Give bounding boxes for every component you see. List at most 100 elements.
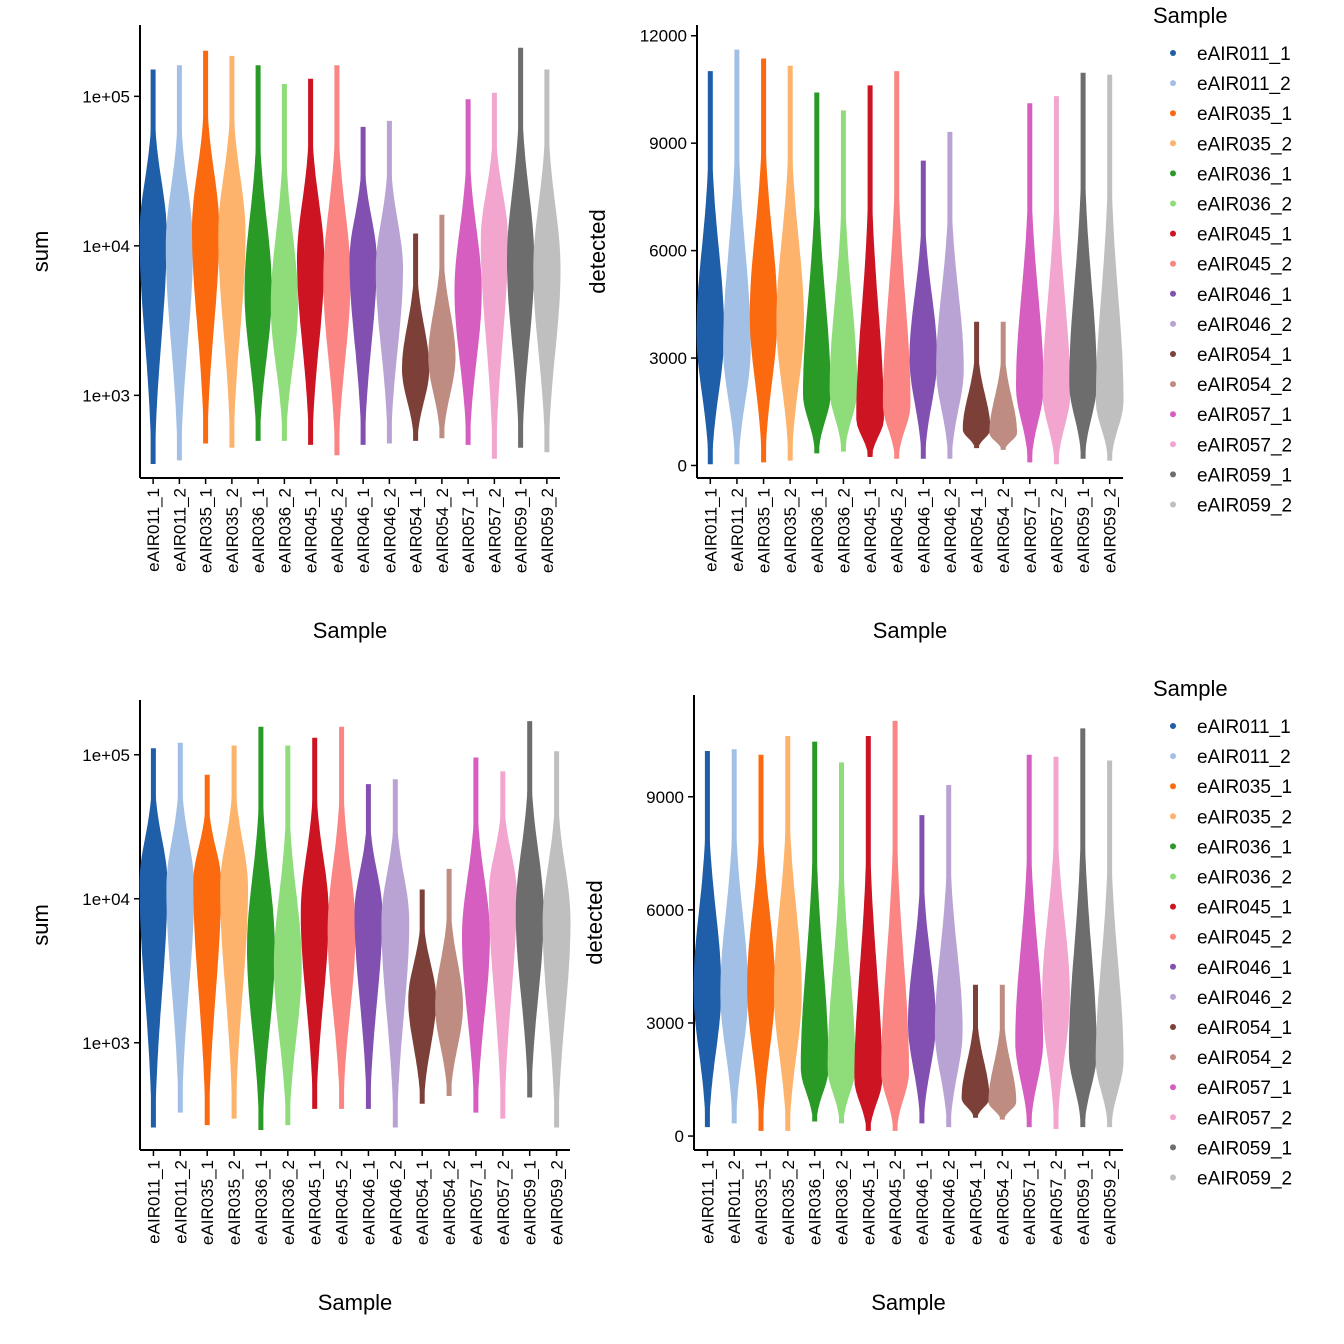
- x-tick-label: eAIR046_2: [386, 1160, 405, 1245]
- legend-label: eAIR011_1: [1197, 44, 1291, 65]
- legend-dot: [1170, 993, 1176, 1000]
- x-tick-label: eAIR059_2: [538, 488, 557, 573]
- violin: [327, 726, 356, 1109]
- legend-dot: [1170, 843, 1176, 850]
- legend-label: eAIR045_2: [1197, 255, 1292, 276]
- violin: [349, 126, 377, 445]
- violin: [696, 71, 725, 465]
- violin: [428, 214, 456, 439]
- x-tick-label: eAIR054_1: [413, 1160, 432, 1245]
- legend-label: eAIR035_2: [1197, 134, 1292, 155]
- x-tick-label: eAIR045_1: [861, 488, 880, 573]
- legend-label: eAIR011_1: [1197, 717, 1291, 738]
- x-tick-label: eAIR046_2: [940, 1160, 959, 1245]
- x-tick-label: eAIR057_2: [1047, 1160, 1066, 1245]
- legend-label: eAIR035_1: [1197, 104, 1292, 125]
- x-tick-label: eAIR054_2: [993, 1160, 1012, 1245]
- violin: [934, 785, 963, 1128]
- legend-dot: [1170, 501, 1176, 508]
- x-tick-label: eAIR036_1: [806, 1160, 825, 1245]
- violin: [720, 749, 749, 1124]
- y-axis-title: detected: [582, 880, 607, 964]
- x-tick-label: eAIR057_1: [467, 1160, 486, 1245]
- x-tick-label: eAIR059_1: [512, 488, 531, 573]
- x-tick-label: eAIR035_2: [781, 488, 800, 573]
- x-tick-label: eAIR059_1: [521, 1160, 540, 1245]
- violin: [773, 736, 802, 1131]
- legend-label: eAIR045_2: [1197, 928, 1292, 949]
- violin: [989, 321, 1017, 450]
- violin: [218, 55, 246, 448]
- x-tick-label: eAIR045_1: [859, 1160, 878, 1245]
- legend-dot: [1170, 140, 1176, 147]
- violin: [961, 984, 990, 1118]
- violin: [776, 65, 804, 461]
- violin: [354, 784, 383, 1109]
- legend-dot: [1170, 170, 1176, 177]
- legend-label: eAIR059_2: [1197, 496, 1292, 517]
- violin: [480, 92, 508, 459]
- x-tick-label: eAIR054_1: [967, 1160, 986, 1245]
- legend-label: eAIR046_2: [1197, 315, 1292, 336]
- x-tick-label: eAIR011_1: [144, 488, 163, 572]
- legend-title: Sample: [1153, 3, 1228, 28]
- x-tick-label: eAIR054_1: [407, 488, 426, 573]
- legend-label: eAIR059_1: [1197, 1138, 1292, 1159]
- legend-dot: [1170, 933, 1176, 940]
- legend-label: eAIR011_2: [1197, 74, 1291, 95]
- y-tick-label: 1e+03: [82, 386, 130, 405]
- violin: [381, 779, 410, 1128]
- x-tick-label: eAIR045_2: [333, 1160, 352, 1245]
- legend-label: eAIR045_1: [1197, 225, 1292, 246]
- violin: [829, 110, 858, 452]
- y-tick-label: 6000: [646, 901, 684, 920]
- x-tick-label: eAIR059_1: [1074, 1160, 1093, 1245]
- legend-dot: [1170, 411, 1176, 418]
- x-axis-title: Sample: [871, 1290, 946, 1315]
- legend-dot: [1170, 290, 1176, 297]
- y-tick-label: 1e+03: [82, 1034, 130, 1053]
- x-tick-label: eAIR054_2: [433, 488, 452, 573]
- violin: [854, 736, 883, 1131]
- violin: [192, 50, 220, 444]
- violin: [542, 751, 571, 1128]
- violin: [1095, 760, 1124, 1128]
- violin: [300, 737, 329, 1109]
- legend-dot: [1170, 813, 1176, 820]
- legend-dot: [1170, 110, 1176, 117]
- x-axis-title: Sample: [313, 618, 388, 643]
- x-tick-label: eAIR036_1: [252, 1160, 271, 1245]
- violin: [165, 65, 193, 461]
- x-tick-label: eAIR036_2: [834, 488, 853, 573]
- y-axis-title: sum: [28, 904, 53, 946]
- x-tick-label: eAIR036_1: [808, 488, 827, 573]
- violin: [139, 69, 167, 464]
- x-tick-label: eAIR036_2: [832, 1160, 851, 1245]
- x-tick-label: eAIR057_2: [494, 1160, 513, 1245]
- x-tick-label: eAIR035_1: [198, 1160, 217, 1245]
- violin: [693, 751, 722, 1128]
- legend-label: eAIR036_1: [1197, 164, 1292, 185]
- violin: [882, 71, 911, 459]
- violin: [247, 726, 275, 1130]
- violin: [488, 771, 517, 1119]
- violin: [454, 99, 482, 445]
- violin: [244, 65, 272, 441]
- x-tick-label: eAIR046_1: [359, 1160, 378, 1245]
- legend-label: eAIR057_1: [1197, 405, 1292, 426]
- legend-label: eAIR046_1: [1197, 285, 1292, 306]
- x-tick-label: eAIR059_1: [1074, 488, 1093, 573]
- violin: [323, 65, 351, 456]
- violin: [908, 815, 936, 1124]
- legend-label: eAIR036_2: [1197, 868, 1292, 889]
- violin: [435, 868, 463, 1096]
- legend-dot: [1170, 723, 1176, 729]
- x-tick-label: eAIR011_1: [144, 1160, 163, 1244]
- legend-dot: [1170, 903, 1176, 910]
- legend-dot: [1170, 753, 1176, 760]
- y-tick-label: 0: [678, 456, 687, 475]
- legend-label: eAIR057_2: [1197, 435, 1292, 456]
- y-tick-label: 1e+05: [82, 87, 130, 106]
- y-tick-label: 1e+04: [82, 237, 130, 256]
